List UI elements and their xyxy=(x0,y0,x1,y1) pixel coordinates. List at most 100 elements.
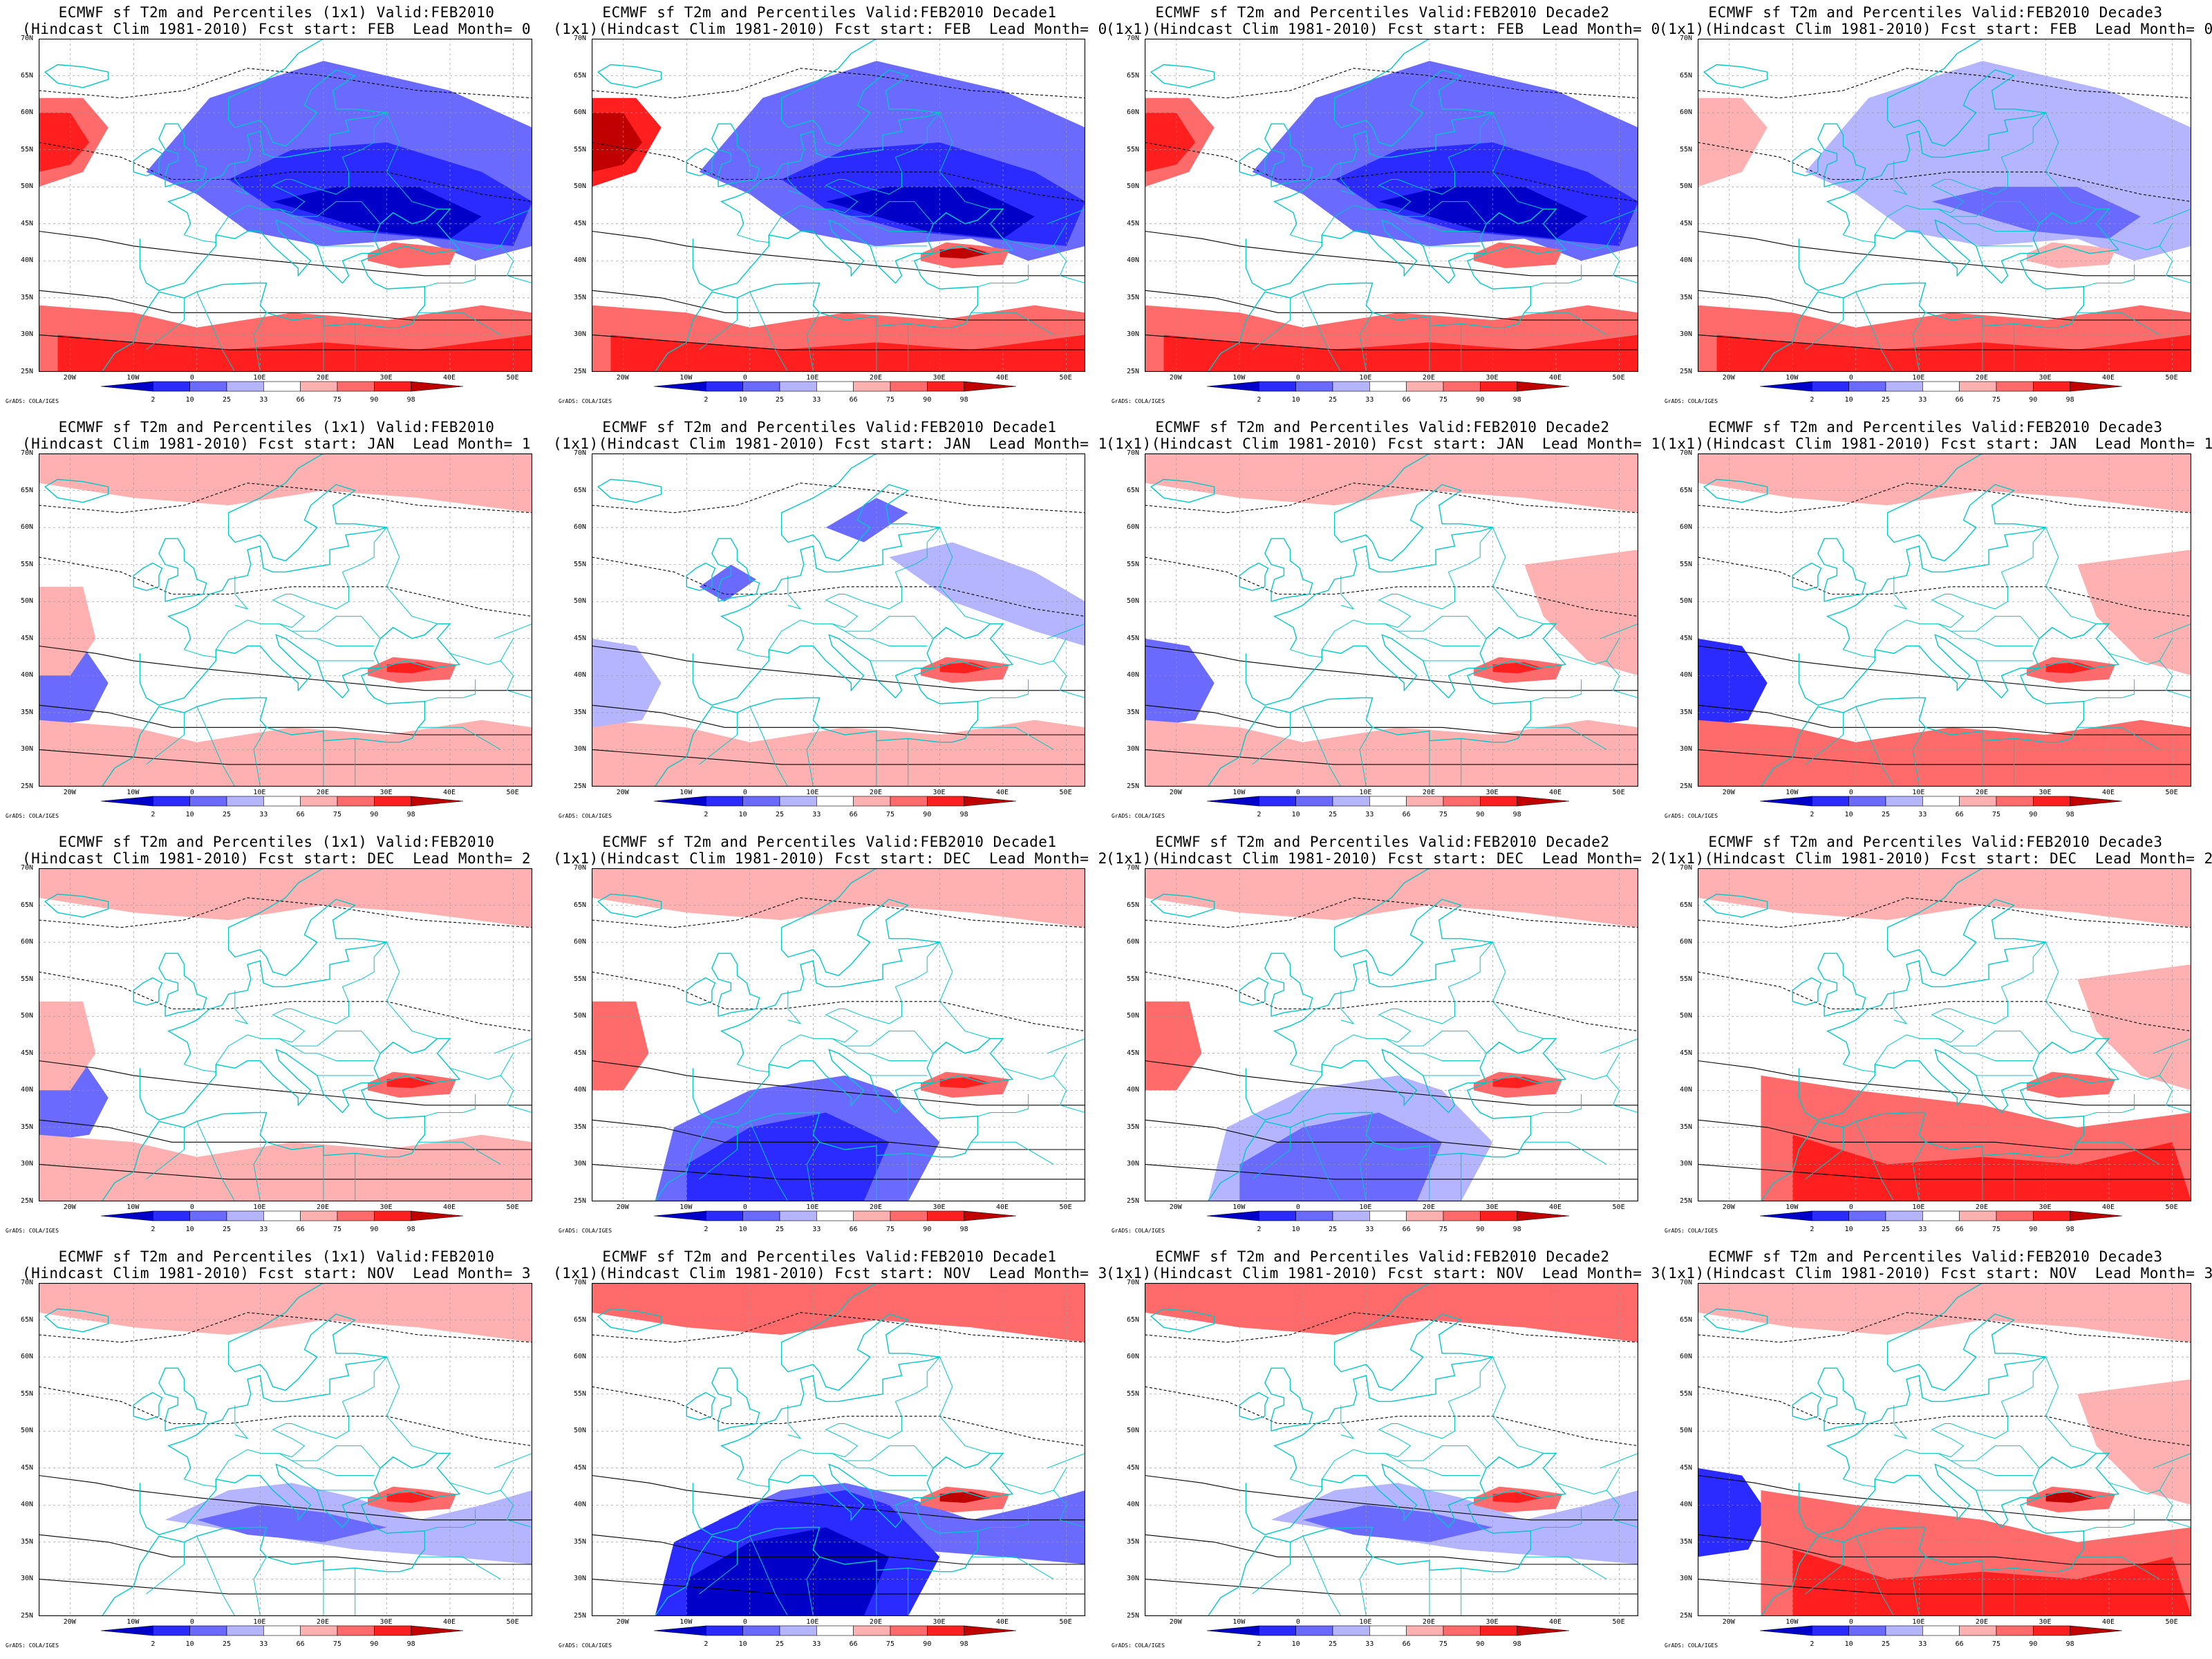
colorbar-swatch xyxy=(653,1210,706,1221)
colorbar-swatch xyxy=(653,796,706,807)
country-border xyxy=(971,312,1054,335)
latitude-tick-label: 70N xyxy=(21,35,34,42)
longitude-tick-label: 30E xyxy=(2038,1618,2052,1626)
longitude-tick-label: 40E xyxy=(2102,1618,2115,1626)
colorbar-tick-label: 10 xyxy=(1292,811,1300,818)
longitude-tick-label: 0 xyxy=(1295,374,1300,382)
colorbar-swatch xyxy=(263,381,301,392)
colorbar-tick-label: 25 xyxy=(1329,1640,1337,1648)
country-border xyxy=(699,712,738,765)
longitude-tick-label: 10W xyxy=(126,789,140,796)
colorbar-tick-label: 33 xyxy=(1365,396,1374,404)
longitude-tick-label: 30E xyxy=(932,1618,946,1626)
country-border xyxy=(977,679,1029,702)
colorbar-tick-label: 66 xyxy=(850,1640,858,1648)
longitude-tick-label: 0 xyxy=(1295,1203,1300,1211)
colorbar-swatch xyxy=(742,381,780,392)
longitude-tick-label: 0 xyxy=(1848,789,1853,796)
colorbar-swatch xyxy=(1996,1625,2034,1636)
country-border xyxy=(2159,638,2192,698)
country-border xyxy=(977,1508,1029,1532)
coastline xyxy=(1264,538,1313,602)
anomaly-map xyxy=(1697,1278,2192,1639)
anomaly-region xyxy=(2027,1071,2116,1098)
colorbar-swatch xyxy=(1759,381,1812,392)
colorbar-tick-label: 98 xyxy=(960,811,968,818)
latitude-tick-label: 40N xyxy=(574,256,587,265)
country-border xyxy=(939,1356,991,1454)
colorbar-swatch xyxy=(337,796,375,807)
country-border xyxy=(2108,653,2160,665)
colorbar-swatch xyxy=(1885,796,1923,807)
coastline xyxy=(1150,64,1215,88)
colorbar-tick-label: 2 xyxy=(704,811,708,818)
map-canvas xyxy=(1697,34,2192,395)
country-border xyxy=(418,727,501,750)
longitude-tick-label: 10E xyxy=(806,1203,819,1211)
colorbar-tick-label: 66 xyxy=(297,1226,305,1233)
temperature-contour xyxy=(1697,230,2191,276)
map-frame xyxy=(1697,1282,2192,1617)
longitude-tick-label: 20E xyxy=(316,1618,329,1626)
temperature-contour xyxy=(1697,1163,2191,1180)
colorbar-tick-label: 90 xyxy=(2029,811,2037,818)
longitude-tick-label: 50E xyxy=(506,374,519,382)
colorbar-swatch xyxy=(153,1210,190,1221)
colorbar-swatch xyxy=(653,381,706,392)
country-border xyxy=(1530,1508,1582,1532)
latitude-tick-label: 70N xyxy=(21,1279,34,1286)
anomaly-map xyxy=(591,863,1086,1224)
colorbar-swatch xyxy=(1406,381,1444,392)
anomaly-region xyxy=(57,335,532,372)
country-border xyxy=(1002,1067,1054,1080)
percentile-colorbar: 2 10 25 33 66 75 90 98 xyxy=(95,1210,469,1241)
temperature-contour xyxy=(38,68,533,99)
latitude-tick-label: 60N xyxy=(1127,523,1140,532)
coastline xyxy=(654,208,1014,373)
longitude-tick-label: 20E xyxy=(1422,1618,1435,1626)
anomaly-region xyxy=(1492,662,1544,674)
coastline xyxy=(654,1452,1014,1617)
longitude-tick-label: 10W xyxy=(679,1203,693,1211)
country-border xyxy=(1530,679,1582,702)
colorbar-tick-label: 66 xyxy=(850,396,858,404)
temperature-contour xyxy=(1144,1474,1638,1521)
colorbar-swatch xyxy=(226,1210,264,1221)
map-canvas xyxy=(1697,449,2192,809)
country-border xyxy=(2077,1556,2160,1580)
colorbar-swatch xyxy=(189,796,227,807)
temperature-contour xyxy=(1144,971,1639,1032)
colorbar-swatch xyxy=(2033,796,2070,807)
longitude-tick-label: 10W xyxy=(1232,1618,1246,1626)
coastline xyxy=(720,34,946,236)
anomaly-map xyxy=(1697,449,2192,809)
longitude-tick-label: 30E xyxy=(379,374,393,382)
longitude-tick-label: 20W xyxy=(616,789,629,796)
country-border xyxy=(1492,941,1544,1039)
colorbar-tick-label: 66 xyxy=(1403,1226,1411,1233)
temperature-contour xyxy=(1697,482,2192,514)
temperature-contour xyxy=(38,971,533,1032)
longitude-tick-label: 30E xyxy=(379,789,393,796)
colorbar-tick-label: 33 xyxy=(1918,1226,1927,1233)
country-border xyxy=(215,527,387,650)
grads-credit: GrADS: COLA/IGES xyxy=(1665,1228,1718,1234)
longitude-tick-label: 10E xyxy=(1912,789,1925,796)
latitude-tick-label: 50N xyxy=(1680,1427,1693,1435)
country-border xyxy=(1359,727,1373,787)
forecast-panel: ECMWF sf T2m and Percentiles (1x1) Valid… xyxy=(0,1244,553,1659)
coastline xyxy=(2038,208,2097,225)
country-border xyxy=(146,297,185,350)
coastline xyxy=(1273,34,1499,236)
longitude-tick-label: 50E xyxy=(506,1618,519,1626)
temperature-contour xyxy=(1697,749,2191,765)
coastline xyxy=(2038,623,2097,639)
colorbar-tick-label: 66 xyxy=(297,811,305,818)
temperature-contour xyxy=(1697,1534,2191,1565)
anomaly-region xyxy=(1474,242,1563,268)
latitude-tick-label: 60N xyxy=(1127,938,1140,946)
latitude-tick-label: 70N xyxy=(1127,864,1140,872)
colorbar-tick-label: 90 xyxy=(923,396,931,404)
colorbar-swatch xyxy=(189,381,227,392)
country-border xyxy=(1321,112,1493,236)
